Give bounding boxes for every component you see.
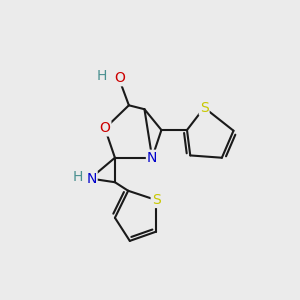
- Text: S: S: [152, 193, 161, 207]
- Text: S: S: [200, 100, 208, 115]
- Text: O: O: [115, 71, 125, 85]
- Text: O: O: [100, 122, 110, 135]
- Text: H: H: [72, 170, 83, 184]
- Text: N: N: [86, 172, 97, 185]
- Text: H: H: [96, 69, 106, 83]
- Text: N: N: [147, 151, 157, 165]
